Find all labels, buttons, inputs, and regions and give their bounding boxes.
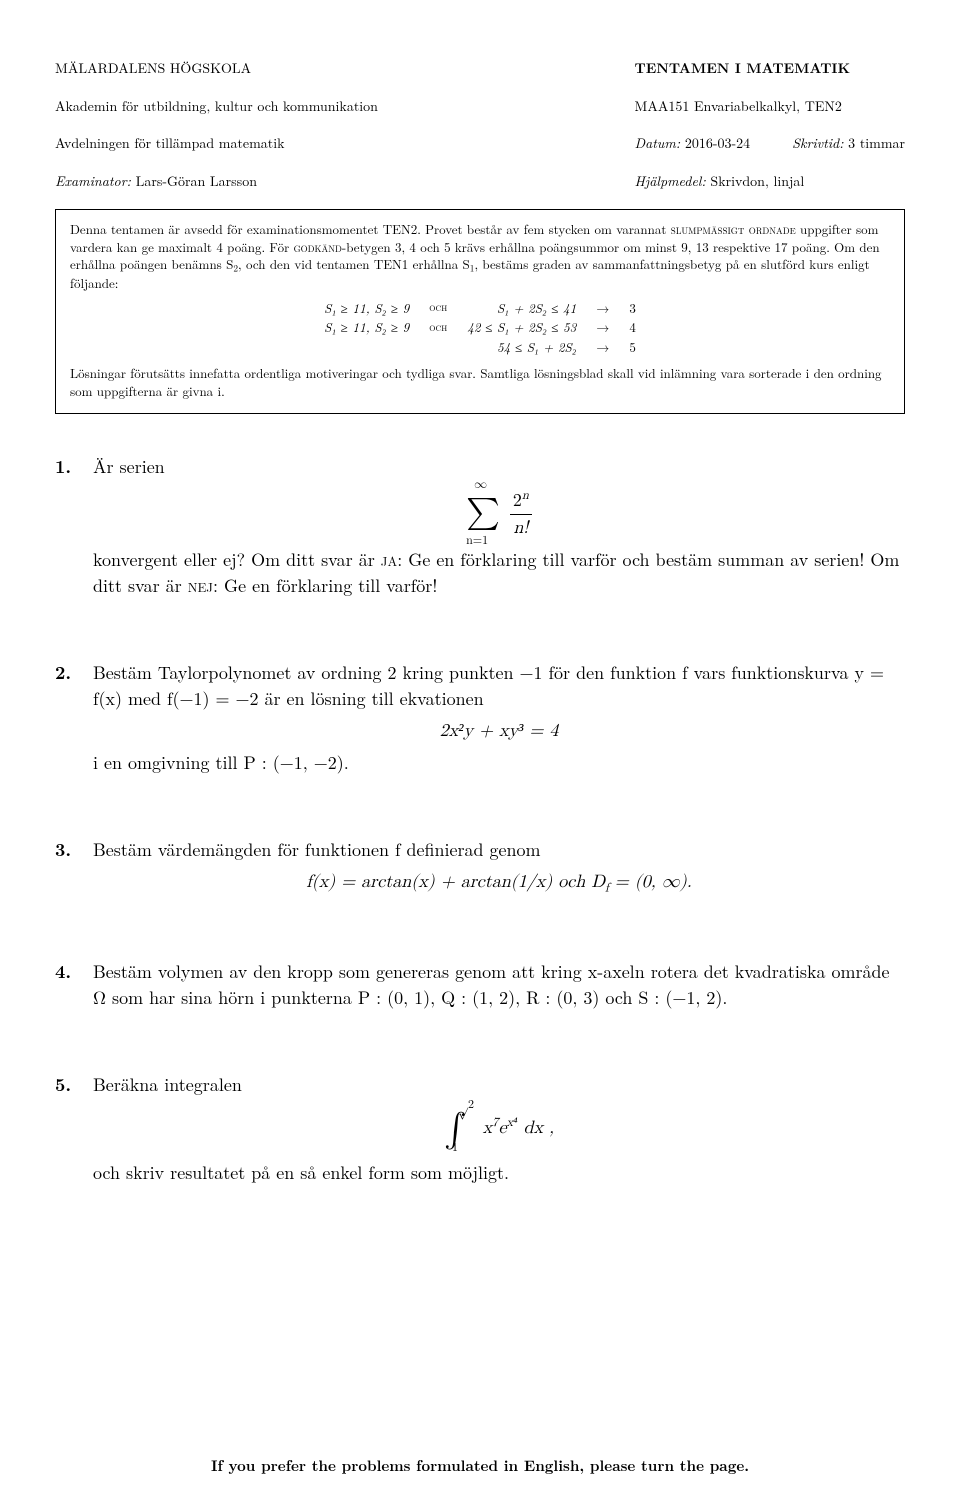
problem-1-body: Är serien ∑ ∞ n=1 2n n! konvergent eller… xyxy=(93,454,905,604)
sum-upper: ∞ xyxy=(474,476,487,495)
grade-r3c5: 5 xyxy=(619,337,646,357)
problem-5-equation: ∫ √2 1 x7ex⁴ dx , xyxy=(93,1105,905,1154)
examiner-label: Examinator: xyxy=(55,171,131,191)
aids-value: Skrivdon, linjal xyxy=(706,171,804,191)
integrand-x: x xyxy=(483,1119,493,1137)
sum-lower: n=1 xyxy=(466,533,488,550)
p1-ja: ja xyxy=(381,547,397,572)
inst-line-3: Avdelningen för tillämpad matematik xyxy=(55,133,285,153)
course-line: MAA151 Envariabelkalkyl, TEN2 xyxy=(635,96,842,116)
problem-3: 3. Bestäm värdemängden för funktionen f … xyxy=(55,837,905,904)
time-value: 3 timmar xyxy=(844,133,905,153)
problem-2-text-1: Bestäm Taylorpolynomet av ordning 2 krin… xyxy=(93,660,905,712)
problem-5: 5. Beräkna integralen ∫ √2 1 x7ex⁴ dx , … xyxy=(55,1072,905,1191)
rules-p1d: godkänd xyxy=(294,237,342,256)
rules-paragraph-2: Lösningar förutsätts innefatta ordentlig… xyxy=(70,364,890,399)
grade-r3-arrow: → xyxy=(586,337,619,357)
problem-2-text-2: i en omgivning till P : (−1, −2). xyxy=(93,750,905,776)
grade-r2c1: S₁ ≥ 11, S₂ ≥ 9 xyxy=(314,317,419,337)
problems-list: 1. Är serien ∑ ∞ n=1 2n n! konvergent el… xyxy=(55,454,905,1191)
p1-t2a: konvergent eller ej? Om ditt svar är xyxy=(93,547,381,572)
problem-5-body: Beräkna integralen ∫ √2 1 x7ex⁴ dx , och… xyxy=(93,1072,905,1191)
problem-2-number: 2. xyxy=(55,660,93,782)
exam-title: TENTAMEN I MATEMATIK xyxy=(635,58,851,78)
rules-p1f: , och den vid tentamen TEN1 erhållna S xyxy=(238,254,470,273)
inst-line-1: MÄLARDALENS HÖGSKOLA xyxy=(55,58,251,78)
grade-row-2: S₁ ≥ 11, S₂ ≥ 9 och 42 ≤ S₁ + 2S₂ ≤ 53 →… xyxy=(314,317,646,337)
grade-r1c5: 3 xyxy=(619,298,646,318)
time-label: Skrivtid: xyxy=(792,133,843,153)
problem-5-text-2: och skriv resultatet på en så enkel form… xyxy=(93,1160,905,1186)
problem-1-text-1: Är serien xyxy=(93,454,905,480)
problem-3-number: 3. xyxy=(55,837,93,904)
problem-2-body: Bestäm Taylorpolynomet av ordning 2 krin… xyxy=(93,660,905,782)
grade-r1c3: S₁ + 2S₂ ≤ 41 xyxy=(457,298,586,318)
rules-paragraph-1: Denna tentamen är avsedd för examination… xyxy=(70,220,890,292)
grade-r2c3: 42 ≤ S₁ + 2S₂ ≤ 53 xyxy=(457,317,586,337)
sum-symbol: ∑ ∞ n=1 xyxy=(466,490,500,536)
exam-page: MÄLARDALENS HÖGSKOLA Akademin för utbild… xyxy=(0,0,960,1506)
rules-p1b: slumpmässigt ordnade xyxy=(671,219,796,238)
grade-r3c3: 54 ≤ S₁ + 2S₂ xyxy=(457,337,586,357)
header-right: TENTAMEN I MATEMATIK MAA151 Envariabelka… xyxy=(635,40,905,191)
grade-r2c5: 4 xyxy=(619,317,646,337)
p1-nej: nej xyxy=(188,573,213,598)
grade-r1-arrow: → xyxy=(586,298,619,318)
frac-num-base: 2 xyxy=(513,492,522,510)
page-footer: If you prefer the problems formulated in… xyxy=(0,1455,960,1476)
date-label: Datum: xyxy=(635,133,681,153)
int-upper: √2 xyxy=(458,1097,474,1114)
inst-line-2: Akademin för utbildning, kultur och komm… xyxy=(55,96,378,116)
rules-p1a: Denna tentamen är avsedd för examination… xyxy=(70,219,671,238)
p3-eq-tail: = (0, ∞). xyxy=(609,873,692,891)
series-fraction: 2n n! xyxy=(510,487,532,541)
problem-4-body: Bestäm volymen av den kropp som generera… xyxy=(93,959,905,1017)
grade-table: S₁ ≥ 11, S₂ ≥ 9 och S₁ + 2S₂ ≤ 41 → 3 S₁… xyxy=(314,298,646,357)
grade-r2-arrow: → xyxy=(586,317,619,337)
problem-4: 4. Bestäm volymen av den kropp som gener… xyxy=(55,959,905,1017)
problem-5-number: 5. xyxy=(55,1072,93,1191)
problem-4-text: Bestäm volymen av den kropp som generera… xyxy=(93,959,905,1011)
integrand-e-exp: x⁴ xyxy=(506,1117,517,1129)
problem-5-text-1: Beräkna integralen xyxy=(93,1072,905,1098)
problem-1-number: 1. xyxy=(55,454,93,604)
aids-label: Hjälpmedel: xyxy=(635,171,706,191)
frac-num-exp: n xyxy=(522,490,529,502)
problem-1-equation: ∑ ∞ n=1 2n n! xyxy=(93,487,905,541)
header-left: MÄLARDALENS HÖGSKOLA Akademin för utbild… xyxy=(55,40,378,191)
grade-r1-och: och xyxy=(419,298,457,318)
problem-1: 1. Är serien ∑ ∞ n=1 2n n! konvergent el… xyxy=(55,454,905,604)
grade-row-3: 54 ≤ S₁ + 2S₂ → 5 xyxy=(314,337,646,357)
grade-r1c1: S₁ ≥ 11, S₂ ≥ 9 xyxy=(314,298,419,318)
integral-symbol: ∫ √2 1 xyxy=(444,1105,467,1154)
problem-4-number: 4. xyxy=(55,959,93,1017)
problem-3-equation: f(x) = arctan(x) + arctan(1/x) och Df = … xyxy=(93,869,905,898)
date-value: 2016-03-24 xyxy=(680,133,750,153)
problem-2: 2. Bestäm Taylorpolynomet av ordning 2 k… xyxy=(55,660,905,782)
problem-3-text-1: Bestäm värdemängden för funktionen f def… xyxy=(93,837,905,863)
rules-box: Denna tentamen är avsedd för examination… xyxy=(55,209,905,414)
integrand-dx: dx , xyxy=(517,1119,553,1137)
grade-row-1: S₁ ≥ 11, S₂ ≥ 9 och S₁ + 2S₂ ≤ 41 → 3 xyxy=(314,298,646,318)
frac-den: n! xyxy=(513,519,528,537)
page-header: MÄLARDALENS HÖGSKOLA Akademin för utbild… xyxy=(55,40,905,191)
problem-1-text-2: konvergent eller ej? Om ditt svar är ja:… xyxy=(93,547,905,599)
examiner-value: Lars-Göran Larsson xyxy=(131,171,257,191)
grade-r2-och: och xyxy=(419,317,457,337)
p1-t2c: : Ge en förklaring till varför! xyxy=(213,573,437,598)
int-lower: 1 xyxy=(452,1140,458,1157)
problem-2-equation: 2x²y + xy³ = 4 xyxy=(93,718,905,744)
p3-eq-main: f(x) = arctan(x) + arctan(1/x) och D xyxy=(306,873,605,891)
problem-3-body: Bestäm värdemängden för funktionen f def… xyxy=(93,837,905,904)
